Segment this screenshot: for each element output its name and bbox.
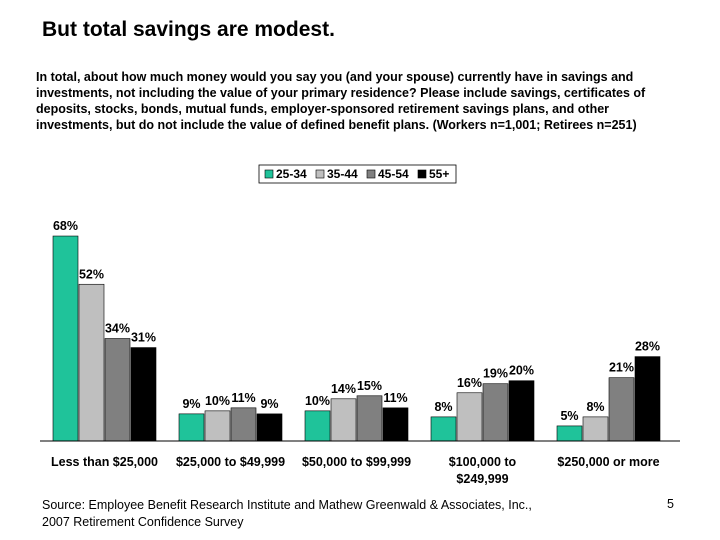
data-label: 8% [586,400,604,414]
data-label: 16% [457,376,482,390]
category-label: $50,000 to $99,999 [302,455,411,469]
data-label: 9% [260,397,278,411]
bar-45-54-cat1 [104,338,131,442]
legend-frame [258,164,457,184]
bar-55plus-cat5 [634,356,661,442]
slide-title: But total savings are modest. [42,18,335,41]
data-label: 52% [79,267,104,281]
source-line-2: 2007 Retirement Confidence Survey [42,515,244,529]
bar-25-34-cat3 [304,410,331,442]
bar-25-34-cat1 [52,235,79,442]
source-line-1: Source: Employee Benefit Research Instit… [42,498,532,512]
chart-bars: 68%9% 10% 8%5%52%10%14% 16%8%34%11%15%19% 21… [52,219,661,442]
data-label: 19% [483,367,508,381]
chart-legend: 25-34 35-44 45-54 55+ [258,164,457,184]
data-label: 9% [182,397,200,411]
bar-55plus-cat4 [508,380,535,442]
data-label: 20% [509,364,534,378]
data-label: 11% [383,391,407,405]
legend-label: 45-54 [378,167,409,181]
legend-label: 35-44 [327,167,358,181]
category-label: Less than $25,000 [51,455,158,469]
bar-35-44-cat5 [582,416,609,442]
data-label: 68% [53,219,78,233]
data-label: 21% [609,361,634,375]
legend-label: 55+ [429,167,449,181]
bar-45-54-cat2 [230,407,257,442]
bar-45-54-cat5 [608,377,635,442]
legend-swatch [264,169,274,179]
legend-label: 25-34 [276,167,307,181]
bar-25-34-cat5 [556,425,583,442]
data-label: 5% [560,409,578,423]
data-label: 34% [105,322,130,336]
legend-swatch [315,169,325,179]
category-labels: Less than $25,000 $25,000 to $49,999 $50,0… [51,455,660,486]
bar-55plus-cat3 [382,407,409,442]
bar-55plus-cat1 [130,347,157,442]
category-label: $250,000 or more [557,455,659,469]
bar-25-34-cat2 [178,413,205,442]
data-label: 28% [635,340,660,354]
bar-35-44-cat3 [330,398,357,442]
data-label: 8% [434,400,452,414]
category-label: $100,000 to [449,455,517,469]
bar-35-44-cat1 [78,283,105,442]
bar-35-44-cat4 [456,392,483,442]
data-label: 10% [205,394,230,408]
data-label: 31% [131,331,156,345]
data-label: 11% [231,391,255,405]
bar-45-54-cat3 [356,395,383,442]
legend-swatch [417,169,427,179]
survey-question: In total, about how much money would you… [36,70,646,132]
bar-55plus-cat2 [256,413,283,442]
bar-45-54-cat4 [482,383,509,442]
page-number: 5 [667,497,674,511]
legend-swatch [366,169,376,179]
data-label: 14% [331,382,356,396]
bar-35-44-cat2 [204,410,231,442]
bar-25-34-cat4 [430,416,457,442]
data-label: 15% [357,379,382,393]
category-label: $25,000 to $49,999 [176,455,285,469]
data-label: 10% [305,394,330,408]
source-note: Source: Employee Benefit Research Instit… [42,497,642,531]
category-label: $249,999 [456,472,508,486]
